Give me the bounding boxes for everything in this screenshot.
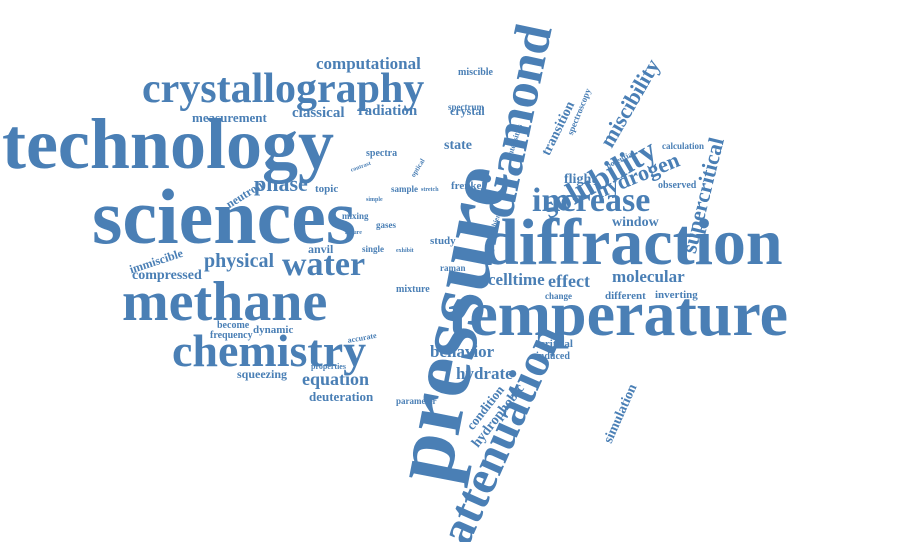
word-stretch: stretch — [421, 187, 439, 193]
word-induced: induced — [536, 351, 570, 362]
word-temperature: temperature — [448, 278, 788, 349]
word-observed: observed — [658, 180, 697, 191]
word-contrast: contrast — [350, 160, 372, 174]
word-dynamic: dynamic — [253, 324, 294, 336]
word-mixing: mixing — [342, 211, 369, 221]
word-deuteration: deuteration — [309, 389, 374, 404]
word-hydrate: hydrate — [456, 364, 513, 383]
word-anvil: anvil — [308, 242, 334, 256]
word-gases: gases — [376, 220, 396, 230]
word-chemistry: chemistry — [172, 325, 367, 376]
word-study: study — [430, 235, 456, 247]
word-radiation: radiation — [358, 103, 418, 119]
word-topic: topic — [315, 183, 339, 195]
word-classical: classical — [292, 105, 345, 121]
word-mixture: mixture — [396, 284, 430, 295]
word-water: water — [282, 246, 366, 283]
word-computational: computational — [316, 54, 421, 73]
word-raman: raman — [440, 263, 466, 273]
word-phase: phase — [254, 171, 308, 196]
word-sample: sample — [391, 184, 418, 194]
word-miscible: miscible — [458, 67, 493, 78]
word-frequency: frequency — [210, 330, 253, 341]
word-behavior: behavior — [430, 342, 495, 361]
word-methane: methane — [122, 271, 328, 333]
word-spectra: spectra — [366, 148, 398, 159]
word-celltime: celltime — [488, 270, 545, 289]
word-compressed: compressed — [132, 268, 202, 283]
word-flight: flight — [564, 172, 596, 187]
word-critical: critical — [540, 338, 573, 350]
word-become: become — [217, 320, 250, 331]
word-technology: technology — [2, 104, 334, 184]
word-squeezing: squeezing — [237, 367, 288, 381]
word-sciences: sciences — [92, 173, 357, 260]
word-nature: nature — [345, 230, 362, 236]
word-miscibility: miscibility — [594, 54, 665, 152]
word-simulation: simulation — [601, 382, 641, 446]
word-frenkel: frenkel — [451, 180, 485, 192]
word-crystal: crystal — [450, 104, 485, 118]
word-effect: effect — [548, 271, 590, 291]
word-simple: simple — [366, 197, 383, 203]
word-spectrum: spectrum — [448, 102, 484, 112]
word-parameter: parameter — [396, 396, 437, 406]
word-equation: equation — [302, 369, 370, 389]
word-exhibit: exhibit — [396, 248, 414, 254]
word-single: single — [362, 244, 385, 254]
word-diffraction: diffraction — [482, 206, 783, 279]
word-measurement: measurement — [192, 110, 267, 125]
word-physical: physical — [204, 250, 275, 272]
word-properties: properties — [311, 362, 346, 371]
word-optical: optical — [409, 157, 427, 179]
word-state: state — [444, 138, 472, 153]
word-different: different — [605, 290, 646, 302]
word-crystallography: crystallography — [142, 66, 425, 112]
word-calculation: calculation — [662, 141, 704, 151]
word-change: change — [545, 291, 572, 301]
word-inverting: inverting — [655, 289, 698, 301]
word-window: window — [612, 215, 659, 230]
word-molecular: molecular — [612, 267, 685, 286]
word-increase: increase — [532, 182, 651, 219]
